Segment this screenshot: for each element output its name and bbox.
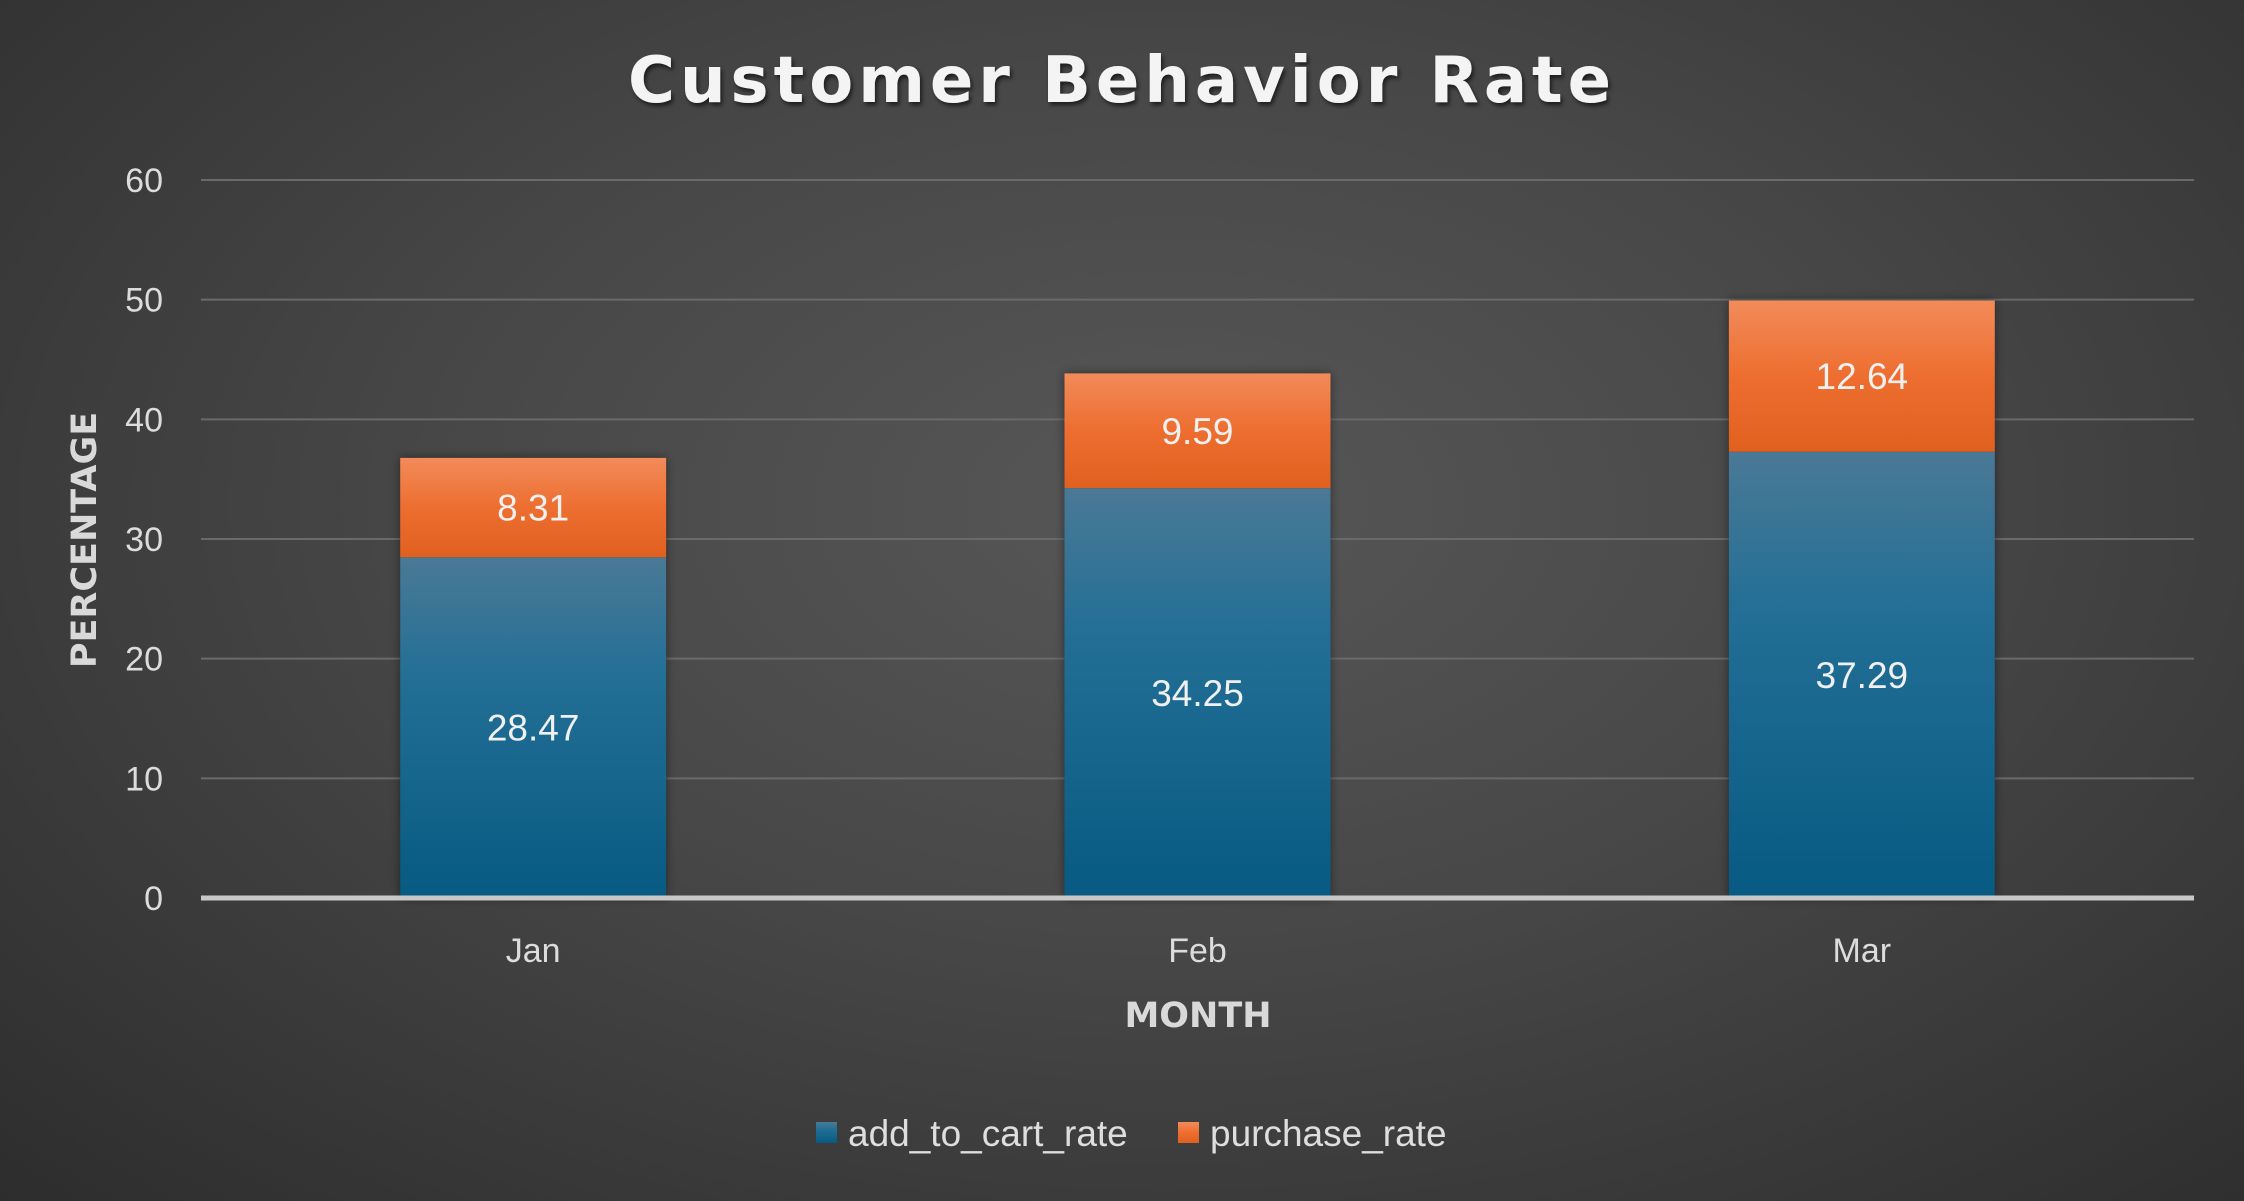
- data-label-purchase-rate-mar: 12.64: [1816, 356, 1909, 397]
- data-label-purchase-rate-jan: 8.31: [497, 488, 569, 529]
- y-axis-ticks: 0 10 20 30 40 50 60: [125, 162, 163, 918]
- y-tick-label-30: 30: [125, 521, 163, 559]
- legend-swatch-add-to-cart-rate: [816, 1122, 837, 1143]
- y-tick-label-0: 0: [144, 880, 163, 918]
- chart-title: Customer Behavior Rate: [628, 44, 1616, 118]
- y-tick-label-40: 40: [125, 401, 163, 439]
- data-label-add-to-cart-rate-jan: 28.47: [487, 708, 580, 749]
- legend-label-purchase-rate: purchase_rate: [1210, 1113, 1447, 1154]
- legend-label-add-to-cart-rate: add_to_cart_rate: [848, 1113, 1128, 1154]
- y-tick-label-10: 10: [125, 760, 163, 798]
- x-tick-label-feb: Feb: [1168, 932, 1227, 970]
- x-tick-label-jan: Jan: [506, 932, 561, 970]
- x-axis-ticks: Jan Feb Mar: [506, 932, 1891, 970]
- y-tick-label-50: 50: [125, 282, 163, 320]
- bar-add-to-cart-rate-mar: [1728, 451, 1995, 898]
- bar-purchase-rate-mar: [1728, 300, 1995, 452]
- y-tick-label-20: 20: [125, 641, 163, 679]
- bar-purchase-rate-jan: [400, 457, 667, 558]
- y-tick-label-60: 60: [125, 162, 163, 200]
- bar-purchase-rate-feb: [1064, 373, 1331, 489]
- bar-add-to-cart-rate-feb: [1064, 488, 1331, 898]
- x-tick-label-mar: Mar: [1833, 932, 1892, 970]
- bars: 28.47 8.31 34.25 9.59 37.29 12.64: [400, 300, 1995, 898]
- bar-add-to-cart-rate-jan: [400, 557, 667, 898]
- data-label-add-to-cart-rate-feb: 34.25: [1151, 673, 1244, 714]
- legend-swatch-purchase-rate: [1178, 1122, 1199, 1143]
- x-axis-title: MONTH: [1124, 996, 1271, 1036]
- data-label-add-to-cart-rate-mar: 37.29: [1816, 655, 1909, 696]
- legend: add_to_cart_rate purchase_rate: [816, 1113, 1447, 1154]
- y-axis-title: PERCENTAGE: [65, 412, 105, 668]
- data-label-purchase-rate-feb: 9.59: [1161, 411, 1233, 452]
